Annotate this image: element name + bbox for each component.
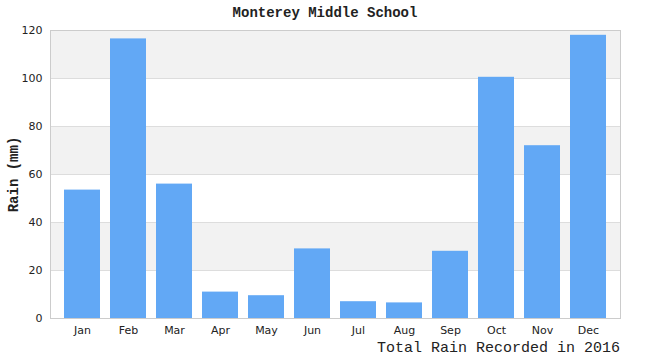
svg-text:80: 80 [29, 120, 43, 133]
svg-text:Jun: Jun [303, 324, 321, 337]
svg-text:Rain (mm): Rain (mm) [6, 137, 22, 213]
svg-text:0: 0 [36, 312, 43, 325]
svg-text:Feb: Feb [119, 324, 138, 337]
svg-text:60: 60 [29, 168, 43, 181]
svg-text:40: 40 [29, 216, 43, 229]
svg-text:Jan: Jan [73, 324, 91, 337]
svg-text:Sep: Sep [440, 324, 461, 337]
svg-text:Aug: Aug [394, 324, 415, 337]
svg-text:120: 120 [22, 24, 43, 37]
svg-text:Apr: Apr [211, 324, 231, 337]
svg-text:Dec: Dec [578, 324, 599, 337]
html-text:Monterey Middle School: Monterey Middle School [232, 5, 418, 21]
svg-text:100: 100 [22, 72, 43, 85]
svg-text:Mar: Mar [164, 324, 185, 337]
svg-text:Oct: Oct [487, 324, 507, 337]
svg-text:Nov: Nov [532, 324, 554, 337]
svg-text:20: 20 [29, 264, 43, 277]
svg-text:May: May [255, 324, 278, 337]
svg-text:Jul: Jul [351, 324, 365, 337]
html-text:Total Rain Recorded in 2016: Total Rain Recorded in 2016 [377, 340, 620, 357]
